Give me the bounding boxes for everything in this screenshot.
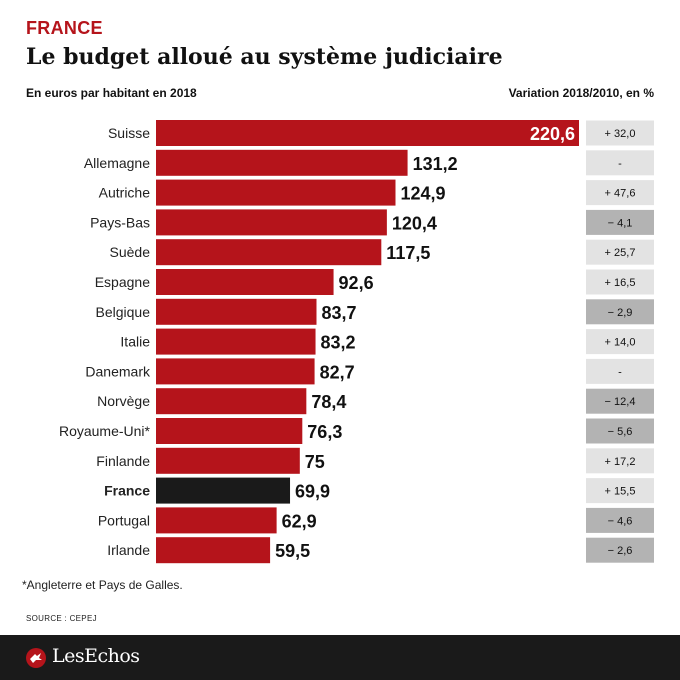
variation-label: + 25,7 xyxy=(605,247,636,259)
value-label: 92,6 xyxy=(339,273,374,293)
value-label: 82,7 xyxy=(320,362,355,382)
category-label: Autriche xyxy=(99,185,151,201)
value-label: 78,4 xyxy=(311,392,346,412)
variation-box xyxy=(586,269,654,295)
variation-label: + 47,6 xyxy=(605,188,636,200)
value-label: 76,3 xyxy=(307,422,342,442)
variation-box xyxy=(586,418,654,444)
category-label: Suède xyxy=(110,244,151,260)
variation-label: - xyxy=(618,366,622,378)
category-label: Espagne xyxy=(95,274,150,290)
bar xyxy=(156,149,408,176)
source: SOURCE : CEPEJ xyxy=(26,614,97,623)
category-label: Belgique xyxy=(96,304,151,320)
category-label: Italie xyxy=(120,334,150,350)
variation-label: + 15,5 xyxy=(605,486,636,498)
variation-label: − 2,9 xyxy=(608,307,633,319)
category-label: Allemagne xyxy=(84,155,150,171)
value-label: 83,2 xyxy=(321,333,356,353)
value-label: 59,5 xyxy=(275,541,310,561)
variation-label: + 17,2 xyxy=(605,456,636,468)
variation-label: − 4,1 xyxy=(608,217,633,229)
variation-box xyxy=(586,239,654,265)
bar xyxy=(156,447,300,474)
subtitle-right: Variation 2018/2010, en % xyxy=(508,86,654,100)
category-label: Pays-Bas xyxy=(90,214,150,230)
bar xyxy=(156,388,307,415)
category-label: Irlande xyxy=(107,542,150,558)
footer-bar: LesEchos xyxy=(0,635,680,680)
bar xyxy=(156,328,316,355)
brand-logo-text: LesEchos xyxy=(52,645,140,667)
value-label: 62,9 xyxy=(282,511,317,531)
variation-box xyxy=(586,358,654,384)
subtitle-left: En euros par habitant en 2018 xyxy=(26,86,197,100)
variation-label: − 12,4 xyxy=(605,396,636,408)
variation-label: − 5,6 xyxy=(608,426,633,438)
variation-label: + 32,0 xyxy=(605,128,636,140)
category-label: Portugal xyxy=(98,512,150,528)
category-label: Royaume-Uni* xyxy=(59,423,151,439)
variation-box xyxy=(586,299,654,325)
variation-box xyxy=(586,448,654,474)
variation-label: − 2,6 xyxy=(608,545,633,557)
category-label: Norvège xyxy=(97,393,150,409)
bar-chart: Suisse 220,6 + 32,0 Allemagne 131,2 - Autriche… xyxy=(59,120,654,564)
variation-label: − 4,6 xyxy=(608,515,633,527)
bar xyxy=(156,120,579,146)
value-label: 69,9 xyxy=(295,482,330,502)
variation-label: - xyxy=(618,158,622,170)
footnote: *Angleterre et Pays de Galles. xyxy=(22,578,183,592)
value-label: 131,2 xyxy=(413,154,458,174)
variation-box xyxy=(586,180,654,206)
chart-title: Le budget alloué au système judiciaire xyxy=(26,44,503,70)
variation-box xyxy=(586,209,654,235)
variation-box xyxy=(586,478,654,504)
variation-box xyxy=(586,507,654,533)
variation-box xyxy=(586,537,654,563)
variation-box xyxy=(586,150,654,176)
bar xyxy=(156,269,334,295)
bar xyxy=(156,358,315,385)
bar xyxy=(156,209,387,236)
variation-box xyxy=(586,388,654,414)
value-label: 220,6 xyxy=(530,124,575,144)
category-label: France xyxy=(104,483,150,499)
category-label: Suisse xyxy=(108,125,150,141)
les-echos-logo-icon xyxy=(26,648,46,668)
bar-highlight xyxy=(156,477,291,504)
bar xyxy=(156,239,382,266)
bar xyxy=(156,179,396,206)
bar xyxy=(156,537,271,564)
category-label: Finlande xyxy=(96,453,150,469)
variation-box xyxy=(586,120,654,146)
variation-label: + 14,0 xyxy=(605,337,636,349)
category-label: Danemark xyxy=(85,363,151,379)
value-label: 117,5 xyxy=(386,243,430,263)
value-label: 124,9 xyxy=(400,184,445,204)
value-label: 120,4 xyxy=(392,213,437,233)
bar xyxy=(156,418,303,444)
bar xyxy=(156,298,317,325)
bar xyxy=(156,507,277,534)
variation-box xyxy=(586,329,654,355)
kicker: FRANCE xyxy=(26,18,103,38)
variation-label: + 16,5 xyxy=(605,277,636,289)
value-label: 75 xyxy=(305,452,325,472)
value-label: 83,7 xyxy=(321,303,356,323)
